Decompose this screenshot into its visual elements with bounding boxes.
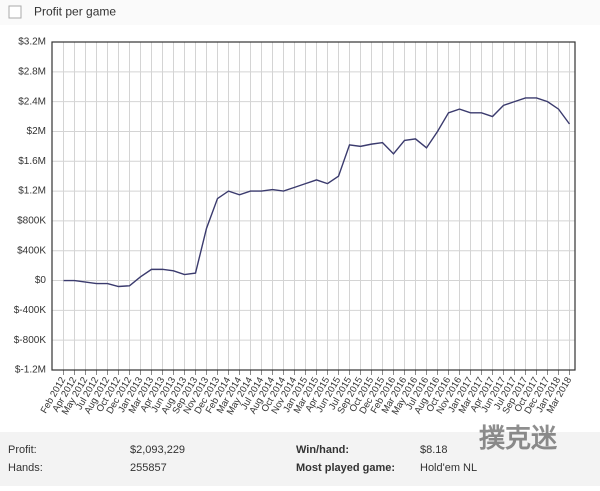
stat-value: Hold'em NL	[420, 462, 477, 474]
y-tick-label: $3.2M	[18, 37, 46, 48]
y-tick-label: $1.6M	[18, 156, 46, 167]
y-tick-label: $2M	[27, 126, 46, 137]
y-tick-label: $-1.2M	[15, 365, 46, 376]
checkbox-label: Profit per game	[34, 5, 116, 19]
y-tick-label: $-400K	[14, 305, 47, 316]
stat-label: Profit:	[8, 444, 37, 456]
plot-area	[52, 42, 575, 370]
watermark: 撲克迷	[479, 423, 558, 453]
stat-label: Hands:	[8, 462, 43, 474]
stat-value: 255857	[130, 462, 167, 474]
y-tick-label: $800K	[17, 216, 46, 227]
top-bar	[0, 0, 600, 25]
y-tick-label: $0	[35, 275, 47, 286]
stat-label: Win/hand:	[296, 444, 349, 456]
y-tick-label: $400K	[17, 245, 46, 256]
stat-label: Most played game:	[296, 462, 395, 474]
stat-value: $8.18	[420, 444, 448, 456]
y-tick-label: $2.8M	[18, 66, 46, 77]
y-tick-label: $2.4M	[18, 96, 46, 107]
plot-border	[51, 41, 576, 371]
y-tick-label: $-800K	[14, 335, 47, 346]
profit-line	[63, 97, 571, 288]
stats-panel	[0, 432, 600, 486]
checkbox[interactable]	[8, 5, 22, 19]
y-tick-label: $1.2M	[18, 186, 46, 197]
stat-value: $2,093,229	[130, 444, 185, 456]
